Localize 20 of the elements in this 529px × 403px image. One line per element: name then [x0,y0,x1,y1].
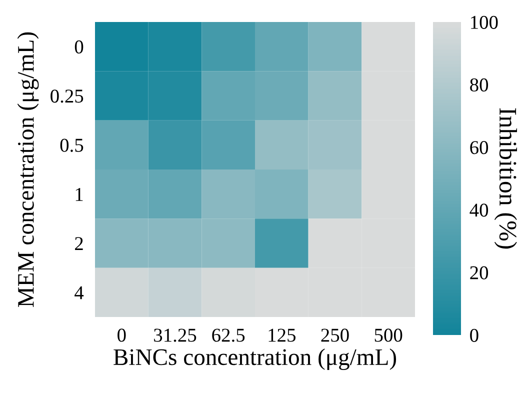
y-tick-label: 1 [76,188,83,201]
color-bar-title: Inhibition (%) [494,108,517,249]
color-bar-label: 40 [470,204,488,217]
color-bar-label: 20 [470,266,488,280]
y-tick-label: 0 [74,40,84,54]
color-bar-label: 100 [471,16,498,29]
y-axis-title: MEM concentration (μg/mL) [17,32,39,307]
x-tick-label: 250 [321,328,349,342]
y-tick-label: 4 [74,286,84,300]
x-tick-label: 31.25 [154,328,196,342]
y-tick-label: 0.5 [60,138,84,152]
x-axis-title: BiNCs concentration (μg/mL) [114,348,396,370]
color-bar-label: 60 [470,141,488,154]
x-tick-label: 500 [374,328,402,342]
y-tick-label: 0.25 [50,90,84,103]
x-tick-label: 125 [268,328,296,342]
x-tick-label: 62.5 [212,328,245,342]
x-tick-label: 0 [118,328,126,342]
y-tick-label: 2 [75,237,83,250]
color-bar-label: 80 [470,78,488,92]
